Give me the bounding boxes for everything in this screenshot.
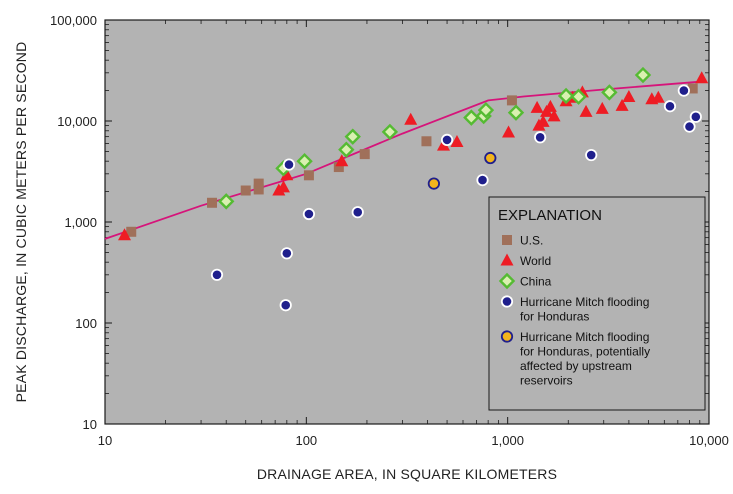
hurricane-mitch-flooding-for-honduras-point bbox=[210, 268, 224, 281]
hurricane-mitch-flooding-for-honduras-point bbox=[351, 206, 364, 219]
legend-label: U.S. bbox=[520, 234, 543, 248]
world-point bbox=[536, 114, 550, 127]
y-tick-label: 100 bbox=[75, 316, 97, 331]
u-s-point bbox=[421, 136, 432, 147]
china-point bbox=[634, 66, 652, 84]
world-point bbox=[280, 168, 294, 181]
hurricane-mitch-flooding-for-honduras-point bbox=[302, 207, 316, 221]
world-point bbox=[450, 134, 464, 147]
world-point bbox=[622, 89, 636, 102]
world-point bbox=[579, 104, 593, 117]
envelope-curve-layer bbox=[104, 80, 700, 240]
axis-ticks: 10 100 1,000 10,000 10 100 1,000 10,000 100,000 bbox=[50, 13, 729, 448]
data-points bbox=[118, 66, 709, 312]
world-point bbox=[547, 109, 561, 122]
world-point bbox=[530, 100, 544, 113]
hurricane-mitch-flooding-for-honduras-point bbox=[279, 299, 292, 312]
x-tick-label: 1,000 bbox=[491, 433, 524, 448]
u-s-point bbox=[240, 185, 251, 196]
legend-label: Hurricane Mitch flooding for Honduras bbox=[520, 295, 649, 324]
x-tick-label: 10,000 bbox=[689, 433, 729, 448]
envelope-curve bbox=[104, 80, 700, 240]
u-s-point bbox=[126, 226, 137, 237]
hurricane-mitch-flooding-for-honduras-point bbox=[282, 158, 296, 171]
u-s-point bbox=[687, 83, 698, 94]
world-point bbox=[695, 71, 709, 84]
world-point bbox=[502, 125, 516, 138]
legend-marker-hurricane-mitch-flooding-for-h bbox=[500, 295, 514, 308]
china-point bbox=[338, 141, 355, 158]
u-s-point bbox=[506, 95, 517, 106]
x-tick-label: 100 bbox=[295, 433, 317, 448]
u-s-point bbox=[333, 162, 344, 173]
hurricane-mitch-flooding-for-honduras-point bbox=[440, 133, 454, 146]
world-point bbox=[595, 101, 609, 114]
y-tick-label: 100,000 bbox=[50, 13, 97, 28]
world-point bbox=[118, 228, 132, 241]
legend: EXPLANATION U.S. World China Hurricane Mitc… bbox=[488, 196, 706, 411]
china-point bbox=[507, 104, 525, 121]
legend-marker-china bbox=[498, 272, 516, 290]
world-point bbox=[276, 180, 290, 193]
hurricane-mitch-flooding-for-honduras-point bbox=[683, 120, 696, 133]
world-point bbox=[404, 112, 418, 125]
china-point bbox=[463, 109, 480, 126]
world-point bbox=[335, 154, 349, 167]
legend-marker-world bbox=[500, 253, 514, 266]
china-point bbox=[570, 88, 587, 105]
hurricane-mitch-flooding-for-honduras-point bbox=[534, 131, 547, 144]
u-s-point bbox=[303, 170, 314, 181]
u-s-point bbox=[253, 184, 264, 195]
u-s-point bbox=[253, 178, 264, 189]
legend-label: Hurricane Mitch flooding for Honduras, po… bbox=[520, 330, 650, 388]
world-point bbox=[543, 99, 557, 112]
china-point bbox=[296, 152, 313, 170]
u-s-point bbox=[207, 197, 218, 208]
y-tick-label: 10 bbox=[83, 417, 97, 432]
y-axis-title: PEAK DISCHARGE, IN CUBIC METERS PER SECO… bbox=[13, 42, 29, 403]
hurricane-mitch-flooding-for-honduras-po-point bbox=[484, 151, 497, 165]
legend-marker-hurricane-mitch-flooding-for-h bbox=[500, 330, 514, 343]
x-axis-title: DRAINAGE AREA, IN SQUARE KILOMETERS bbox=[257, 466, 557, 482]
x-tick-label: 10 bbox=[98, 433, 112, 448]
legend-title: EXPLANATION bbox=[498, 207, 602, 224]
legend-marker-u-s bbox=[502, 235, 512, 245]
hurricane-mitch-flooding-for-honduras-po-point bbox=[427, 177, 440, 190]
hurricane-mitch-flooding-for-honduras-point bbox=[585, 148, 598, 162]
world-point bbox=[615, 98, 629, 111]
legend-box bbox=[488, 196, 706, 411]
china-point bbox=[601, 84, 618, 101]
china-point bbox=[218, 193, 235, 210]
legend-label: China bbox=[520, 275, 552, 289]
hurricane-mitch-flooding-for-honduras-point bbox=[663, 100, 677, 113]
china-point bbox=[344, 128, 361, 145]
hurricane-mitch-flooding-for-honduras-point bbox=[677, 84, 690, 97]
u-s-point bbox=[359, 149, 370, 160]
world-point bbox=[651, 90, 665, 103]
china-point bbox=[477, 101, 495, 119]
hurricane-mitch-flooding-for-honduras-point bbox=[280, 247, 293, 260]
china-point bbox=[381, 123, 399, 141]
y-tick-label: 10,000 bbox=[57, 114, 97, 129]
hurricane-mitch-flooding-for-honduras-point bbox=[476, 173, 489, 187]
hurricane-mitch-flooding-for-honduras-point bbox=[689, 110, 702, 123]
china-point bbox=[557, 87, 575, 105]
y-tick-label: 1,000 bbox=[64, 215, 97, 230]
legend-label: World bbox=[520, 254, 551, 268]
